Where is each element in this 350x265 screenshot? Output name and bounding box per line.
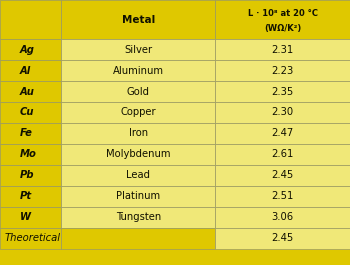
Bar xyxy=(0,144,61,165)
Bar xyxy=(215,102,350,123)
Bar xyxy=(215,0,350,39)
Bar xyxy=(61,123,215,144)
Text: Aluminum: Aluminum xyxy=(113,66,164,76)
Bar xyxy=(61,144,215,165)
Text: Pb: Pb xyxy=(20,170,34,180)
Bar xyxy=(61,228,215,249)
Bar xyxy=(215,186,350,207)
Text: Molybdenum: Molybdenum xyxy=(106,149,170,159)
Bar xyxy=(0,123,61,144)
Text: Cu: Cu xyxy=(20,108,34,117)
Text: Pt: Pt xyxy=(20,191,32,201)
Bar xyxy=(61,81,215,102)
Text: Lead: Lead xyxy=(126,170,150,180)
Bar xyxy=(215,123,350,144)
Bar xyxy=(215,228,350,249)
Text: L · 10⁸ at 20 °C: L · 10⁸ at 20 °C xyxy=(248,9,318,18)
Bar xyxy=(61,60,215,81)
Text: 3.06: 3.06 xyxy=(272,212,294,222)
Text: 2.31: 2.31 xyxy=(272,45,294,55)
Bar xyxy=(61,0,215,39)
Text: Fe: Fe xyxy=(20,129,33,138)
Text: 2.61: 2.61 xyxy=(272,149,294,159)
Text: 2.30: 2.30 xyxy=(272,108,294,117)
Text: Copper: Copper xyxy=(120,108,156,117)
Text: 2.45: 2.45 xyxy=(272,170,294,180)
Bar xyxy=(215,144,350,165)
Bar xyxy=(0,228,61,249)
Text: 2.45: 2.45 xyxy=(272,233,294,243)
Bar xyxy=(215,81,350,102)
Bar xyxy=(61,102,215,123)
Bar xyxy=(61,39,215,60)
Bar xyxy=(0,102,61,123)
Text: Theoretical: Theoretical xyxy=(4,233,60,243)
Bar xyxy=(61,165,215,186)
Text: Iron: Iron xyxy=(129,129,148,138)
Text: (WΩ/K²): (WΩ/K²) xyxy=(264,24,301,33)
Bar xyxy=(61,207,215,228)
Bar xyxy=(61,186,215,207)
Text: Platinum: Platinum xyxy=(116,191,160,201)
Bar xyxy=(215,39,350,60)
Bar xyxy=(0,207,61,228)
Text: Al: Al xyxy=(20,66,31,76)
Text: 2.23: 2.23 xyxy=(272,66,294,76)
Text: Au: Au xyxy=(20,87,34,96)
Bar xyxy=(215,165,350,186)
Text: 2.51: 2.51 xyxy=(272,191,294,201)
Bar xyxy=(0,60,61,81)
Text: Silver: Silver xyxy=(124,45,152,55)
Bar xyxy=(0,81,61,102)
Text: W: W xyxy=(20,212,30,222)
Text: Metal: Metal xyxy=(122,15,155,25)
Bar xyxy=(0,165,61,186)
Bar xyxy=(215,60,350,81)
Bar xyxy=(0,39,61,60)
Bar xyxy=(0,186,61,207)
Text: 2.35: 2.35 xyxy=(272,87,294,96)
Bar xyxy=(0,0,61,39)
Text: 2.47: 2.47 xyxy=(272,129,294,138)
Text: Gold: Gold xyxy=(127,87,150,96)
Text: Tungsten: Tungsten xyxy=(116,212,161,222)
Text: Mo: Mo xyxy=(20,149,36,159)
Bar xyxy=(215,207,350,228)
Text: Ag: Ag xyxy=(20,45,34,55)
